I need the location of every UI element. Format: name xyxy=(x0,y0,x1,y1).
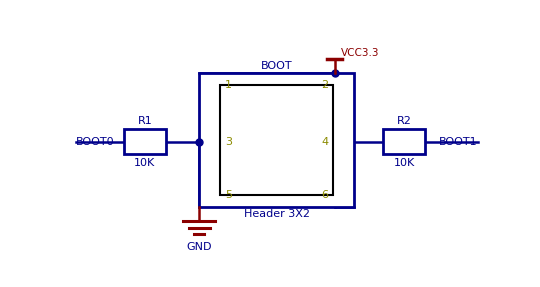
Bar xyxy=(199,73,354,207)
Text: R2: R2 xyxy=(397,116,412,126)
Bar xyxy=(220,85,333,195)
Bar xyxy=(383,129,426,154)
Text: 2: 2 xyxy=(321,80,328,90)
Bar xyxy=(124,129,166,154)
Text: 10K: 10K xyxy=(134,158,156,168)
Text: BOOT: BOOT xyxy=(261,61,293,71)
Text: 4: 4 xyxy=(321,137,328,147)
Text: BOOT1: BOOT1 xyxy=(439,137,478,147)
Text: Header 3X2: Header 3X2 xyxy=(244,209,310,219)
Text: 10K: 10K xyxy=(394,158,415,168)
Text: BOOT0: BOOT0 xyxy=(76,137,114,147)
Text: 3: 3 xyxy=(225,137,232,147)
Text: 5: 5 xyxy=(225,190,232,200)
Text: 6: 6 xyxy=(321,190,328,200)
Text: VCC3.3: VCC3.3 xyxy=(341,48,379,58)
Text: R1: R1 xyxy=(138,116,152,126)
Text: GND: GND xyxy=(187,243,212,252)
Text: 1: 1 xyxy=(225,80,232,90)
